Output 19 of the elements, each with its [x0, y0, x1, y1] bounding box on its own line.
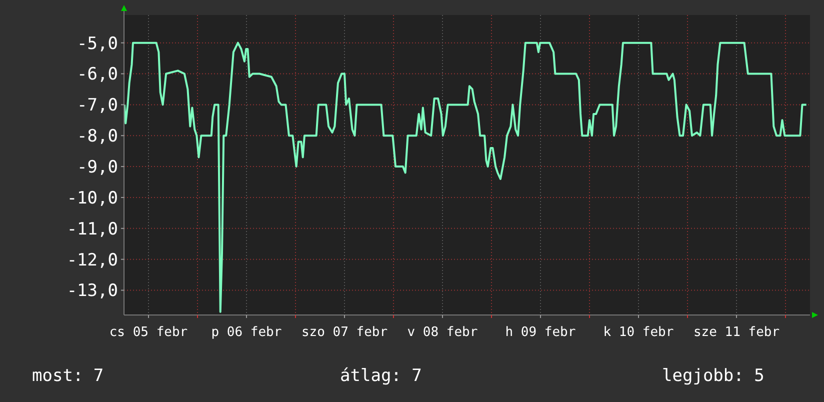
x-tick-label: v 08 febr	[407, 325, 478, 340]
text: legjobb: 5	[662, 366, 764, 386]
text: most: 7	[32, 366, 104, 386]
text: átlag: 7	[340, 366, 422, 386]
x-tick-label: k 10 febr	[603, 325, 674, 340]
x-tick-label: cs 05 febr	[109, 325, 188, 340]
y-tick-label: -5,0	[77, 34, 118, 54]
y-tick-label: -7,0	[77, 96, 118, 116]
x-tick-label: sze 11 febr	[693, 325, 780, 340]
y-tick-label: -11,0	[66, 219, 118, 240]
y-tick-label: -6,0	[77, 64, 118, 85]
x-tick-label: p 06 febr	[211, 325, 282, 340]
y-tick-label: -10,0	[66, 188, 118, 208]
y-tick-label: -9,0	[77, 157, 118, 178]
y-tick-label: -12,0	[66, 250, 118, 270]
y-tick-label: -13,0	[66, 281, 118, 302]
y-tick-label: -8,0	[77, 126, 118, 147]
x-tick-label: h 09 febr	[505, 325, 576, 340]
x-tick-label: szo 07 febr	[301, 325, 388, 340]
